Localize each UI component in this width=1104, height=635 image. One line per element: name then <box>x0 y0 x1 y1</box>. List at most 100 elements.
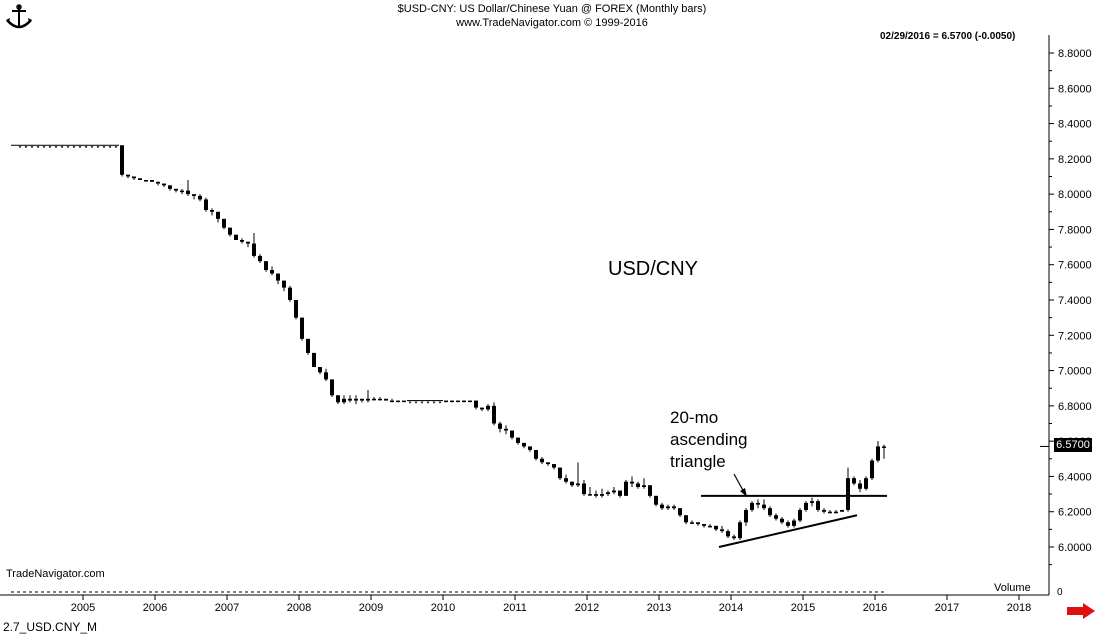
bar-marker <box>66 146 70 149</box>
bar-body <box>726 531 730 537</box>
bar-body <box>336 395 340 403</box>
price-bar <box>29 144 35 149</box>
price-bar <box>113 144 119 149</box>
chart-subtitle: www.TradeNavigator.com © 1999-2016 <box>456 17 648 29</box>
price-bar <box>17 144 23 149</box>
bar-marker <box>114 146 118 149</box>
price-bar <box>138 178 142 181</box>
bar-body <box>558 467 562 479</box>
x-tick-label: 2011 <box>503 602 527 614</box>
price-bar <box>186 180 190 196</box>
bar-body <box>306 338 310 353</box>
bar-body <box>162 183 166 186</box>
bar-body <box>744 509 748 523</box>
price-bar <box>360 398 364 403</box>
bar-body <box>534 449 538 459</box>
price-bar <box>240 238 244 244</box>
price-bar <box>492 402 496 426</box>
price-bar <box>366 389 370 403</box>
bar-body <box>228 227 232 235</box>
price-bar <box>876 441 880 463</box>
x-tick-label: 2005 <box>71 602 95 614</box>
price-bar <box>174 188 178 193</box>
y-tick-label: 7.2000 <box>1058 330 1092 342</box>
price-bar <box>222 218 226 230</box>
price-bar <box>431 400 437 404</box>
x-tick-label: 2018 <box>1007 602 1031 614</box>
bar-body <box>372 398 376 401</box>
price-bar <box>714 525 718 532</box>
bar-body <box>276 273 280 281</box>
price-bar <box>378 397 382 401</box>
bar-body <box>330 379 334 396</box>
price-bar <box>402 400 406 403</box>
bar-body <box>774 515 778 519</box>
price-bar <box>744 508 748 526</box>
price-bar <box>684 515 688 525</box>
price-bar <box>462 400 466 403</box>
bar-body <box>294 300 298 318</box>
bar-body <box>714 525 718 530</box>
bar-body <box>762 504 766 509</box>
bar-body <box>510 430 514 438</box>
bar-body <box>126 174 130 177</box>
bar-body <box>588 494 592 496</box>
price-bar <box>756 499 760 509</box>
price-bar <box>168 185 172 191</box>
price-bar <box>252 232 256 258</box>
price-bar <box>47 144 53 149</box>
price-bar <box>624 479 628 496</box>
price-bar <box>702 524 706 528</box>
bar-body <box>474 400 478 408</box>
price-bar <box>384 398 388 401</box>
price-bar <box>444 400 448 403</box>
price-bar <box>570 481 574 488</box>
price-bar <box>648 485 652 498</box>
bar-body <box>792 520 796 526</box>
price-bar <box>582 479 586 496</box>
bar-body <box>606 492 610 495</box>
price-bar <box>594 490 598 498</box>
bar-body <box>828 511 832 514</box>
bar-body <box>222 218 226 228</box>
bar-body <box>186 190 190 195</box>
scroll-right-arrow-icon[interactable] <box>1066 603 1096 619</box>
price-bar <box>636 481 640 489</box>
price-bar <box>486 404 490 412</box>
price-bar <box>162 183 166 188</box>
price-bar <box>768 506 772 518</box>
bar-body <box>492 405 496 424</box>
bar-body <box>876 446 880 461</box>
bar-marker <box>60 146 64 149</box>
price-bar <box>407 400 413 404</box>
price-bar <box>354 395 358 405</box>
price-bar <box>150 180 154 182</box>
pattern-annotation: 20-mo ascending triangle <box>670 407 748 473</box>
bar-marker <box>24 146 28 149</box>
bar-body <box>636 483 640 488</box>
bar-body <box>450 400 454 403</box>
bar-body <box>240 240 244 242</box>
bar-body <box>288 287 292 300</box>
axis-ticks-layer: 6.00006.20006.40006.60006.80007.00007.20… <box>11 48 1092 614</box>
x-tick-label: 2007 <box>215 602 239 614</box>
price-bar <box>35 144 41 149</box>
x-tick-label: 2013 <box>647 602 671 614</box>
bar-body <box>498 423 502 429</box>
bar-body <box>756 502 760 505</box>
x-tick-label: 2010 <box>431 602 455 614</box>
bar-body <box>546 462 550 465</box>
price-bar <box>210 208 214 216</box>
bar-body <box>168 185 172 189</box>
price-bar <box>738 520 742 540</box>
price-bar <box>306 338 310 355</box>
price-bar <box>600 488 604 498</box>
bar-body <box>216 211 220 219</box>
bar-body <box>618 490 622 496</box>
bar-body <box>768 508 772 516</box>
bar-body <box>708 525 712 528</box>
y-tick-label: 7.8000 <box>1058 224 1092 236</box>
price-bar <box>270 266 274 276</box>
bar-body <box>120 145 124 175</box>
bar-body <box>312 352 316 368</box>
